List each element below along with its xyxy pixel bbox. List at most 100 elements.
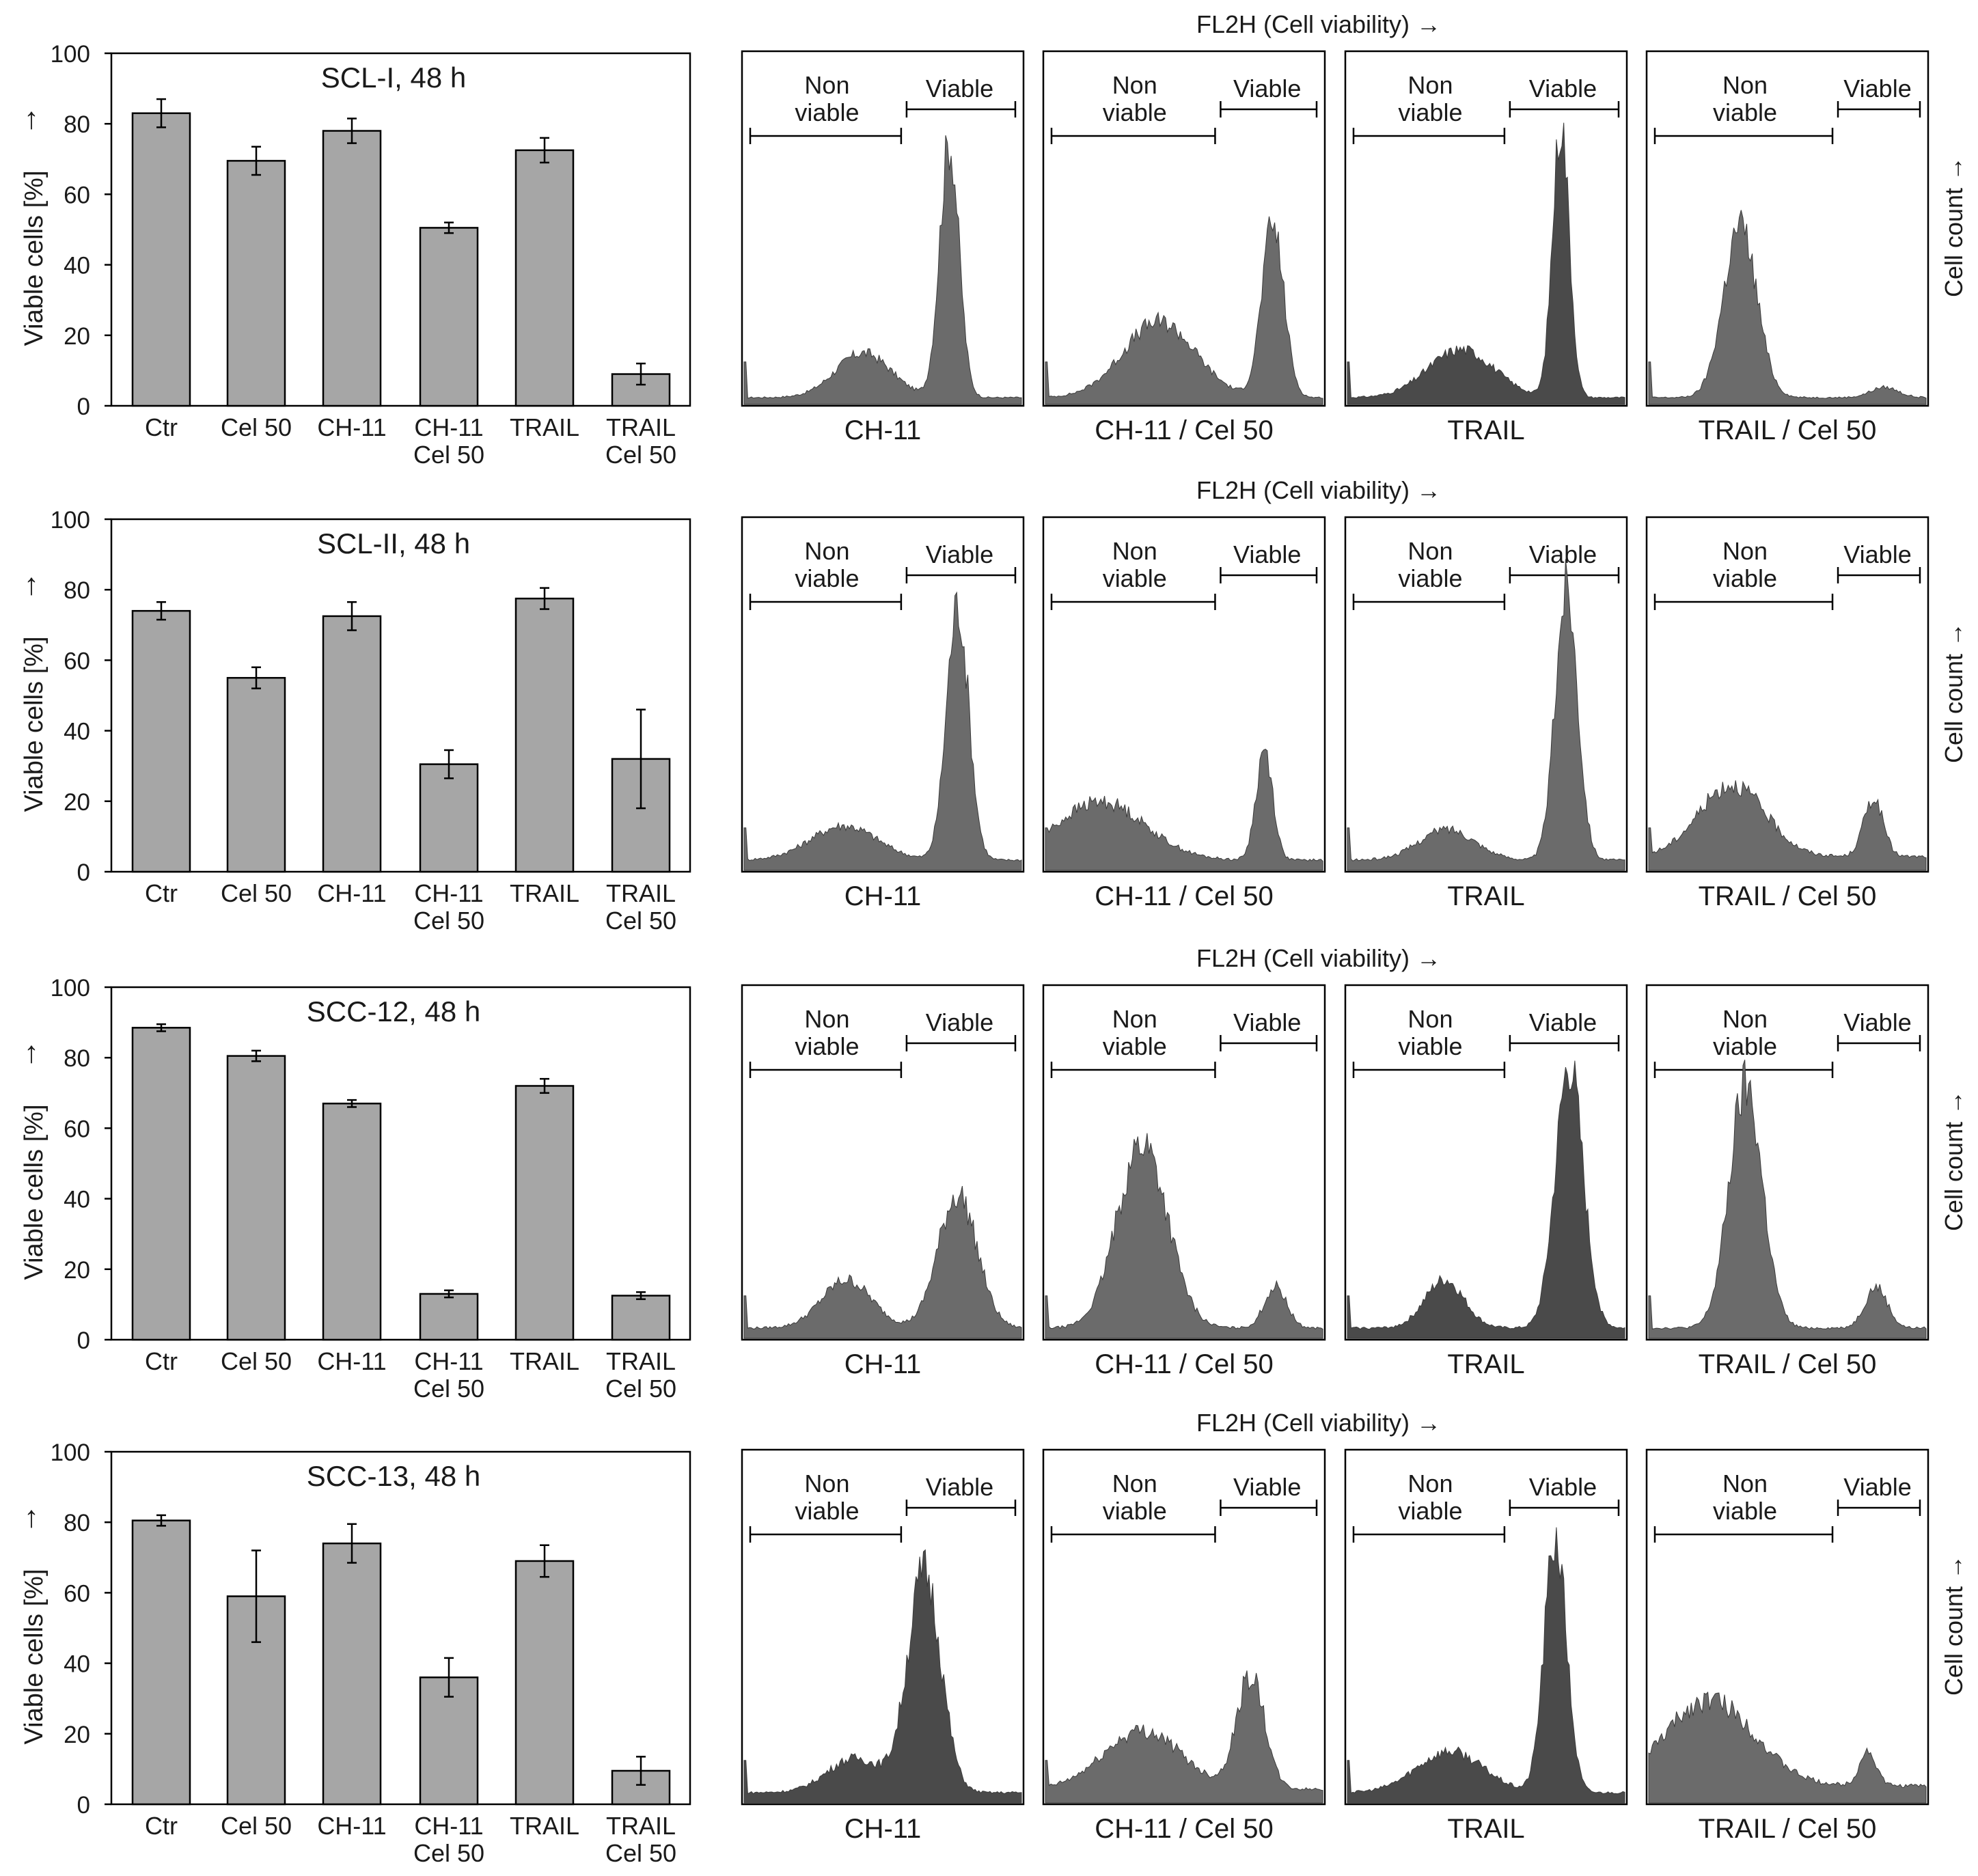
histogram-area-2 [1045, 749, 1323, 871]
category-label: CH-11 [317, 413, 386, 441]
viable-label: Viable [1843, 74, 1911, 102]
non-viable-label: Non [1112, 1470, 1157, 1498]
non-viable-label: viable [1713, 564, 1777, 592]
histogram-label: CH-11 [844, 1814, 922, 1844]
category-label: Cel 50 [221, 1347, 292, 1375]
viable-label: Viable [1529, 1008, 1597, 1036]
category-label: TRAIL [510, 1347, 579, 1375]
non-viable-label: viable [1398, 1497, 1462, 1525]
non-viable-label: Non [1722, 71, 1768, 99]
non-viable-label: viable [795, 1032, 859, 1060]
y-axis-label: Viable cells [%] [20, 1569, 49, 1745]
y-tick-label: 0 [77, 1327, 90, 1354]
y-tick-label: 100 [51, 41, 90, 68]
y-tick-label: 100 [51, 1439, 90, 1466]
histogram-label: TRAIL [1447, 881, 1524, 911]
category-label: Cel 50 [605, 441, 676, 469]
histogram-label: CH-11 / Cel 50 [1095, 1349, 1274, 1379]
histogram-area-2 [1045, 216, 1323, 405]
bar-2 [226, 676, 286, 873]
histogram-label: TRAIL / Cel 50 [1699, 415, 1877, 445]
y-tick-label: 40 [64, 1187, 90, 1213]
cell-count-axis-label: Cell count → [1940, 156, 1968, 297]
histogram-area-4 [1648, 780, 1927, 871]
bar-plot-frame [110, 986, 691, 1341]
histogram-area-2 [1045, 1133, 1323, 1339]
y-tick-label: 0 [77, 394, 90, 420]
non-viable-label: viable [1398, 1032, 1462, 1060]
category-label: TRAIL [606, 1347, 676, 1375]
non-viable-label: viable [795, 1497, 859, 1525]
histogram-area-1 [743, 135, 1022, 405]
bar-plot-frame [110, 1450, 691, 1806]
y-tick-label: 60 [64, 1580, 90, 1607]
bar-5 [514, 149, 575, 407]
category-label: Cel 50 [413, 441, 484, 469]
non-viable-label: Non [1722, 1005, 1768, 1033]
non-viable-label: Non [804, 537, 849, 565]
category-label: Cel 50 [605, 907, 676, 935]
category-label: Cel 50 [221, 1812, 292, 1840]
bar-2 [226, 160, 286, 407]
bar-2 [226, 1055, 286, 1341]
chart-row-3: SCC-12, 48 h 0 20 40 60 80 100 Viable cells [%]… [20, 944, 1968, 1403]
up-arrow-icon: ↑ [24, 568, 39, 601]
fl2h-axis-label: FL2H (Cell viability) → [1196, 1409, 1441, 1437]
histogram-label: CH-11 / Cel 50 [1095, 1814, 1274, 1844]
bar-1 [131, 609, 191, 873]
category-label: TRAIL [510, 1812, 579, 1840]
bar-1 [131, 1027, 191, 1341]
bar-1 [131, 1519, 191, 1806]
fl2h-axis-label: FL2H (Cell viability) → [1196, 944, 1441, 972]
y-tick-label: 80 [64, 577, 90, 604]
category-label: TRAIL [606, 879, 676, 907]
non-viable-label: Non [1407, 1005, 1453, 1033]
histogram-frame-1 [741, 516, 1025, 873]
cell-count-axis-label: Cell count → [1940, 1555, 1968, 1696]
non-viable-label: Non [1112, 1005, 1157, 1033]
histogram-label: CH-11 [844, 1349, 922, 1379]
histogram-area-3 [1347, 559, 1625, 871]
up-arrow-icon: ↑ [24, 1500, 39, 1534]
non-viable-label: viable [1713, 1032, 1777, 1060]
histogram-area-3 [1347, 1527, 1625, 1804]
bar-5 [514, 1560, 575, 1806]
category-label: Ctr [145, 413, 178, 441]
category-label: CH-11 [414, 1812, 483, 1840]
bar-3 [322, 1103, 382, 1341]
bar-3 [322, 1542, 382, 1806]
histogram-frame-4 [1645, 50, 1929, 407]
histogram-area-4 [1648, 1692, 1927, 1804]
y-tick-label: 80 [64, 1045, 90, 1072]
non-viable-label: Non [804, 71, 849, 99]
category-label: CH-11 [414, 1347, 483, 1375]
category-label: CH-11 [414, 413, 483, 441]
non-viable-label: viable [1103, 564, 1167, 592]
y-tick-label: 100 [51, 507, 90, 534]
non-viable-label: Non [1407, 71, 1453, 99]
viable-label: Viable [926, 540, 993, 568]
cell-count-axis-label: Cell count → [1940, 622, 1968, 763]
histogram-label: CH-11 [844, 881, 922, 911]
y-tick-label: 0 [77, 1792, 90, 1819]
y-tick-label: 60 [64, 182, 90, 208]
y-tick-label: 20 [64, 1257, 90, 1284]
histogram-label: TRAIL / Cel 50 [1699, 881, 1877, 911]
category-label: Cel 50 [413, 1839, 484, 1867]
y-tick-label: 60 [64, 1116, 90, 1142]
y-tick-label: 20 [64, 1722, 90, 1748]
histogram-label: CH-11 / Cel 50 [1095, 881, 1274, 911]
histogram-label: CH-11 [844, 415, 922, 445]
y-axis-label: Viable cells [%] [20, 171, 49, 346]
histogram-label: TRAIL / Cel 50 [1699, 1349, 1877, 1379]
bar-plot-frame [110, 52, 691, 407]
histogram-area-1 [743, 591, 1022, 871]
viable-label: Viable [1233, 74, 1301, 102]
non-viable-label: Non [804, 1005, 849, 1033]
category-label: Cel 50 [605, 1375, 676, 1403]
category-label: CH-11 [317, 1812, 386, 1840]
y-tick-label: 40 [64, 1651, 90, 1678]
non-viable-label: Non [1112, 537, 1157, 565]
fl2h-axis-label: FL2H (Cell viability) → [1196, 10, 1441, 38]
viable-label: Viable [1529, 540, 1597, 568]
